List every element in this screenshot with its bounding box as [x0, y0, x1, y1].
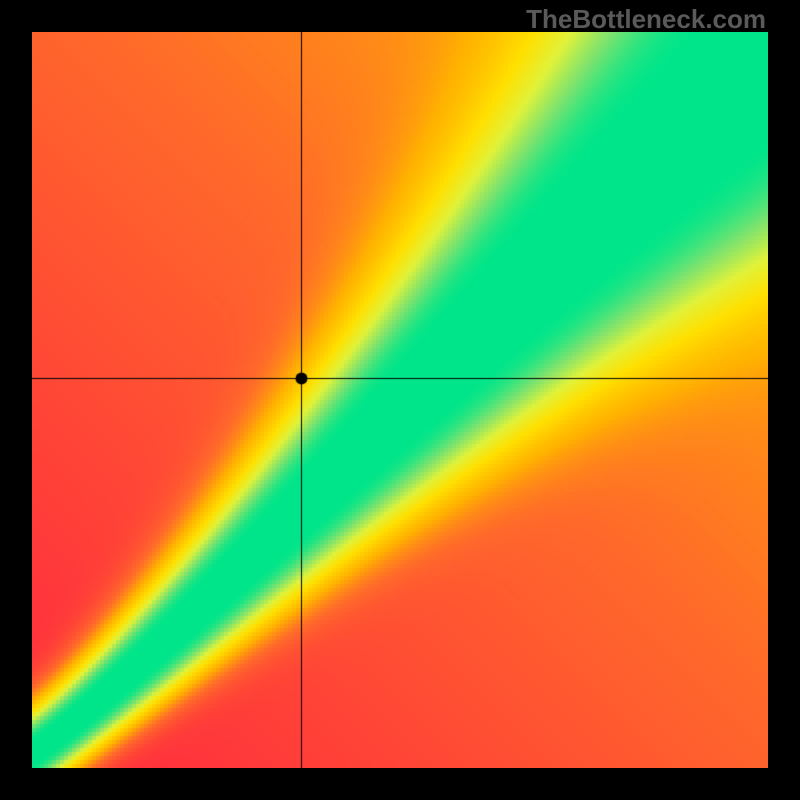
outer-frame: TheBottleneck.com: [0, 0, 800, 800]
bottleneck-heatmap: [32, 32, 768, 768]
watermark-label: TheBottleneck.com: [526, 4, 766, 35]
